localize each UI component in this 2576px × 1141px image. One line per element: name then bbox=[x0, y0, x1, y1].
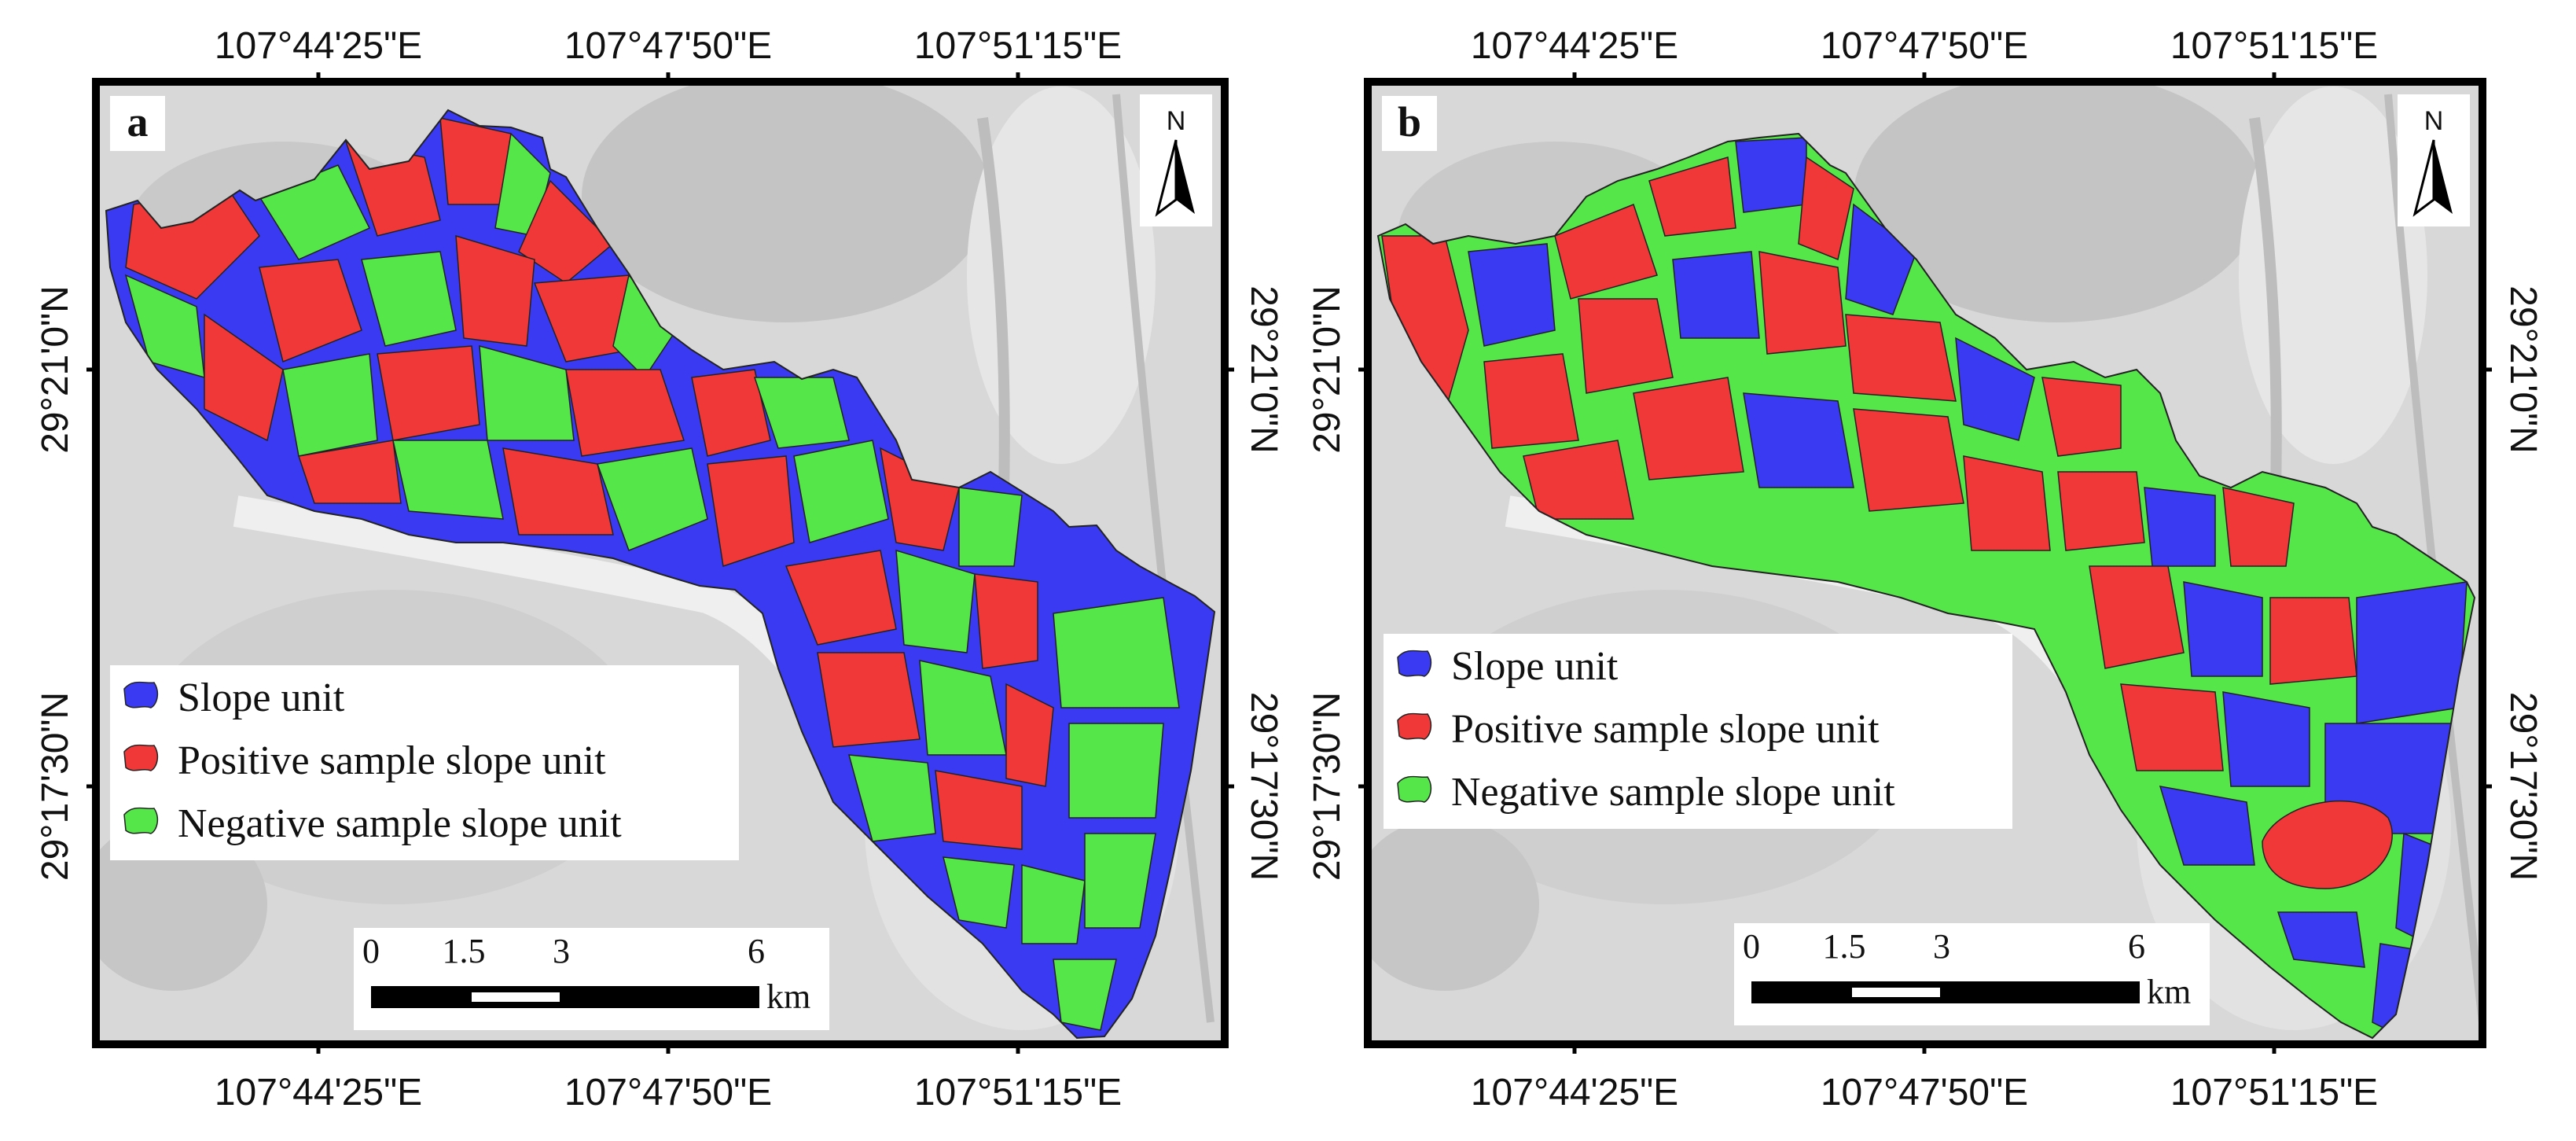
bottom-tick-label: 107°51'15"E bbox=[2170, 1072, 2378, 1113]
graticule-ticks bbox=[86, 72, 1234, 1054]
legend-label: Negative sample slope unit bbox=[1451, 770, 1895, 815]
scale-label: 6 bbox=[748, 932, 765, 970]
red-blob-icon bbox=[1397, 712, 1432, 740]
red-blob-icon bbox=[123, 744, 159, 771]
scale-label: 0 bbox=[1743, 927, 1760, 966]
scale-label: 1.5 bbox=[443, 932, 486, 970]
map-panel-b: 107°44'25"E 107°47'50"E 107°51'15"E 107°… bbox=[1288, 0, 2575, 1141]
top-tick-label: 107°51'15"E bbox=[914, 25, 1122, 67]
scale-label: 3 bbox=[553, 932, 570, 970]
panel-label-box bbox=[1382, 96, 1437, 151]
north-label: N bbox=[1167, 106, 1186, 136]
right-tick-label: 29°17'30"N bbox=[2502, 692, 2544, 881]
scale-bar bbox=[1734, 923, 2210, 1025]
bottom-tick-label: 107°44'25"E bbox=[215, 1072, 422, 1113]
map-frame bbox=[92, 78, 1229, 1048]
bottom-tick-label: 107°47'50"E bbox=[564, 1072, 772, 1113]
blue-blob-icon bbox=[123, 681, 159, 709]
panel-label: a bbox=[127, 98, 149, 145]
green-blob-icon bbox=[123, 807, 159, 834]
bottom-tick-label: 107°51'15"E bbox=[914, 1072, 1122, 1113]
top-tick-label: 107°44'25"E bbox=[1471, 25, 1678, 67]
top-tick-label: 107°51'15"E bbox=[2170, 25, 2378, 67]
scale-label: 6 bbox=[2128, 927, 2145, 966]
legend-label: Slope unit bbox=[1451, 644, 1619, 689]
legend-label: Positive sample slope unit bbox=[178, 738, 606, 783]
right-tick-label: 29°21'0"N bbox=[1243, 285, 1284, 454]
scale-unit: km bbox=[766, 977, 810, 1016]
legend-label: Negative sample slope unit bbox=[178, 801, 622, 846]
legend bbox=[1384, 634, 2012, 829]
top-tick-label: 107°47'50"E bbox=[564, 25, 772, 67]
top-tick-label: 107°47'50"E bbox=[1821, 25, 2028, 67]
scale-label: 3 bbox=[1933, 927, 1950, 966]
left-tick-label: 29°17'30"N bbox=[35, 692, 76, 881]
graticule-ticks bbox=[1358, 72, 2492, 1054]
scale-label: 0 bbox=[362, 932, 380, 970]
scale-unit: km bbox=[2147, 973, 2191, 1011]
bottom-tick-label: 107°47'50"E bbox=[1821, 1072, 2028, 1113]
north-arrow-icon bbox=[2398, 94, 2470, 226]
scale-bar bbox=[354, 928, 829, 1030]
map-panel-a: 107°44'25"E 107°47'50"E 107°51'15"E 107°… bbox=[35, 25, 1284, 1113]
panel-label-box bbox=[110, 96, 165, 151]
left-tick-label: 29°21'0"N bbox=[1306, 285, 1348, 454]
blue-blob-icon bbox=[1397, 650, 1432, 677]
right-tick-label: 29°17'30"N bbox=[1243, 692, 1284, 881]
left-tick-label: 29°21'0"N bbox=[35, 285, 76, 454]
left-tick-label: 29°17'30"N bbox=[1306, 692, 1348, 881]
right-tick-label: 29°21'0"N bbox=[2502, 285, 2544, 454]
green-blob-icon bbox=[1397, 775, 1432, 803]
north-label: N bbox=[2424, 106, 2444, 136]
top-tick-label: 107°44'25"E bbox=[215, 25, 422, 67]
scale-label: 1.5 bbox=[1823, 927, 1866, 966]
bottom-tick-label: 107°44'25"E bbox=[1471, 1072, 1678, 1113]
panel-label: b bbox=[1398, 98, 1421, 145]
legend bbox=[110, 665, 739, 860]
legend-label: Positive sample slope unit bbox=[1451, 707, 1880, 752]
north-arrow-icon bbox=[1140, 94, 1212, 226]
legend-label: Slope unit bbox=[178, 675, 345, 720]
